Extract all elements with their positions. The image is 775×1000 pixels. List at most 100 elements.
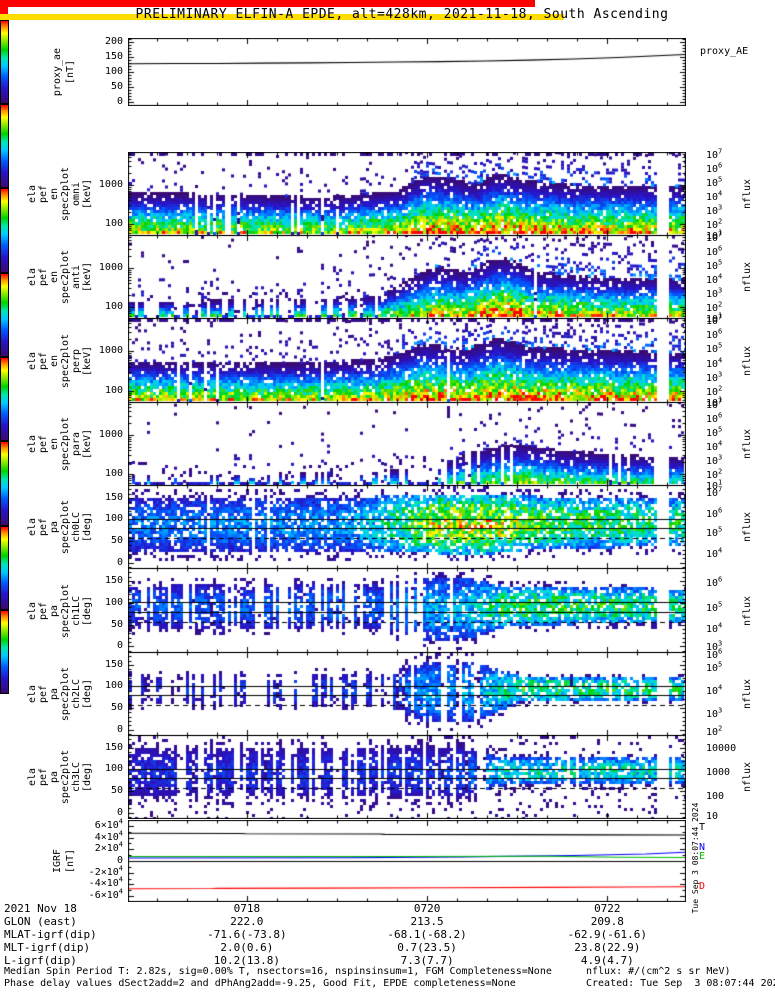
ephemeris-row-label: MLAT-igrf(dip): [4, 928, 97, 941]
panel-left-label-en_omni: en: [49, 187, 60, 201]
y-tick-label-pa_ch1lc: 150: [104, 575, 123, 587]
panel-canvas-en_perp: [128, 318, 686, 403]
y-tick-label-pa_ch2lc: 150: [104, 658, 123, 670]
ephemeris-row-label: L-igrf(dip): [4, 954, 77, 967]
panel-canvas-pa_ch0lc: [128, 485, 686, 569]
ephemeris-value: 10.2(13.8): [213, 954, 280, 967]
colorbar-tick-label-en_omni: 102: [706, 217, 723, 231]
colorbar-tick-label-en_para: 103: [706, 453, 723, 468]
ephemeris-value: -71.6(-73.8): [207, 928, 287, 941]
colorbar-en_para: [0, 273, 9, 357]
ephemeris-value: -62.9(-61.6): [567, 928, 648, 941]
panel-left-label-en_anti: en: [49, 270, 60, 284]
colorbar-tick-label-en_anti: 102: [706, 300, 723, 314]
y-tick-label-igrf: 2×104: [94, 840, 123, 855]
panel-canvas-igrf: [128, 820, 686, 902]
colorbar-tick-label-pa_ch2lc: 103: [706, 706, 723, 720]
colorbar-tick-label-en_anti: 106: [706, 244, 723, 259]
colorbar-tick-label-pa_ch0lc: 104: [706, 546, 723, 560]
colorbar-axis-label-pa_ch0lc: nflux: [742, 511, 753, 543]
colorbar-tick-label-en_omni: 103: [706, 203, 723, 218]
y-tick-label-pa_ch0lc: 50: [110, 535, 123, 547]
igrf-series-label-D: D: [699, 881, 706, 892]
ephemeris-value: 23.8(22.9): [574, 941, 641, 954]
colorbar-tick-label-pa_ch3lc: 10000: [706, 743, 737, 755]
ephemeris-value: 0718: [233, 902, 261, 915]
y-tick-label-proxy_ae: 200: [104, 36, 123, 48]
footer-flux-units: nflux: #/(cm^2 s sr MeV): [586, 966, 731, 977]
colorbar-tick-label-pa_ch1lc: 104: [706, 621, 723, 635]
colorbar-tick-label-en_perp: 106: [706, 327, 723, 342]
y-tick-label-en_omni: 1000: [98, 178, 123, 190]
proxy-ae-right-label: proxy_AE: [700, 46, 749, 57]
panel-canvas-proxy_ae: [128, 38, 686, 106]
ephemeris-value: 2.0(0.6): [220, 941, 274, 954]
colorbar-tick-label-pa_ch1lc: 105: [706, 601, 723, 615]
y-tick-label-en_para: 1000: [98, 428, 123, 440]
igrf-series-label-E: E: [699, 851, 706, 862]
colorbar-pa_ch1lc: [0, 441, 9, 526]
colorbar-tick-label-en_para: 102: [706, 467, 723, 481]
colorbar-tick-label-pa_ch3lc: 10: [706, 811, 719, 823]
panel-left-label-en_para: en: [49, 437, 60, 451]
panel-left-label-en_anti: spec2plot: [60, 249, 71, 305]
quality-bar-red: [0, 0, 535, 7]
colorbar-tick-label-en_perp: 103: [706, 370, 723, 384]
y-tick-label-proxy_ae: 50: [110, 81, 123, 93]
y-tick-label-pa_ch2lc: 0: [116, 723, 123, 735]
colorbar-axis-label-en_omni: nflux: [742, 178, 753, 210]
panel-canvas-en_anti: [128, 235, 686, 319]
colorbar-tick-label-pa_ch1lc: 103: [706, 639, 723, 653]
colorbar-tick-label-en_omni: 105: [706, 175, 723, 189]
colorbar-tick-label-pa_ch2lc: 106: [706, 647, 723, 661]
panel-canvas-pa_ch3lc: [128, 735, 686, 819]
labels-layer: proxy_ae [nT] 200 150 100 50 0 ela pef en spec2plo…: [0, 20, 775, 967]
colorbar-tick-label-pa_ch2lc: 105: [706, 661, 723, 675]
y-tick-label-igrf: 4×104: [94, 829, 123, 843]
colorbar-tick-label-pa_ch3lc: 100: [706, 790, 725, 802]
y-tick-label-proxy_ae: 0: [116, 96, 123, 108]
y-tick-label-en_omni: 100: [104, 218, 123, 230]
colorbar-tick-label-pa_ch0lc: 105: [706, 526, 723, 540]
ephemeris-value: -68.1(-68.2): [387, 928, 467, 941]
ephemeris-value: 213.5: [410, 915, 444, 928]
y-tick-label-pa_ch3lc: 100: [104, 763, 123, 775]
y-tick-label-proxy_ae: 100: [104, 66, 123, 78]
colorbar-en_omni: [0, 20, 9, 104]
colorbar-tick-label-en_omni: 107: [706, 147, 723, 161]
y-tick-label-pa_ch3lc: 150: [104, 741, 123, 753]
ephemeris-row-label: GLON (east): [4, 915, 77, 928]
y-tick-label-pa_ch3lc: 50: [110, 785, 123, 797]
panel-left-label-en_perp: spec2plot: [60, 333, 71, 388]
ephemeris-value: 7.3(7.7): [400, 954, 454, 967]
colorbar-tick-label-en_para: 106: [706, 411, 723, 426]
quality-bar-red: [0, 7, 8, 14]
y-tick-label-pa_ch0lc: 100: [104, 513, 123, 525]
y-tick-label-pa_ch3lc: 0: [116, 806, 123, 818]
footer-phase-delay: Phase delay values dSect2add=2 and dPhAn…: [4, 978, 516, 989]
panel-canvas-pa_ch2lc: [128, 652, 686, 736]
colorbar-axis-label-en_anti: nflux: [742, 261, 753, 293]
panel-canvas-en_para: [128, 402, 686, 486]
colorbar-tick-label-en_anti: 101: [706, 312, 723, 326]
colorbar-tick-label-en_anti: 104: [706, 272, 723, 286]
y-tick-label-pa_ch1lc: 100: [104, 596, 123, 608]
y-tick-label-en_perp: 100: [104, 385, 123, 396]
ephemeris-value: 0720: [413, 902, 441, 915]
y-tick-label-en_anti: 1000: [98, 261, 123, 273]
quality-bar-yellow: [0, 14, 564, 20]
colorbar-axis-label-pa_ch1lc: nflux: [742, 595, 753, 626]
colorbar-axis-label-en_perp: nflux: [742, 345, 753, 376]
y-tick-label-en_anti: 100: [104, 301, 123, 313]
y-tick-label-igrf: 0: [116, 855, 123, 866]
colorbar-tick-label-en_perp: 107: [706, 313, 723, 327]
colorbar-tick-label-en_anti: 103: [706, 286, 723, 301]
colorbar-tick-label-pa_ch0lc: 107: [706, 485, 723, 500]
colorbar-tick-label-en_omni: 106: [706, 161, 723, 176]
y-tick-label-pa_ch0lc: 150: [104, 491, 123, 503]
y-tick-label-proxy_ae: 150: [104, 51, 123, 63]
colorbar-tick-label-en_anti: 105: [706, 258, 723, 272]
ephemeris-value: 0.7(23.5): [397, 941, 457, 954]
y-tick-label-pa_ch2lc: 50: [110, 702, 123, 714]
ephemeris-row-label: MLT-igrf(dip): [4, 941, 91, 954]
